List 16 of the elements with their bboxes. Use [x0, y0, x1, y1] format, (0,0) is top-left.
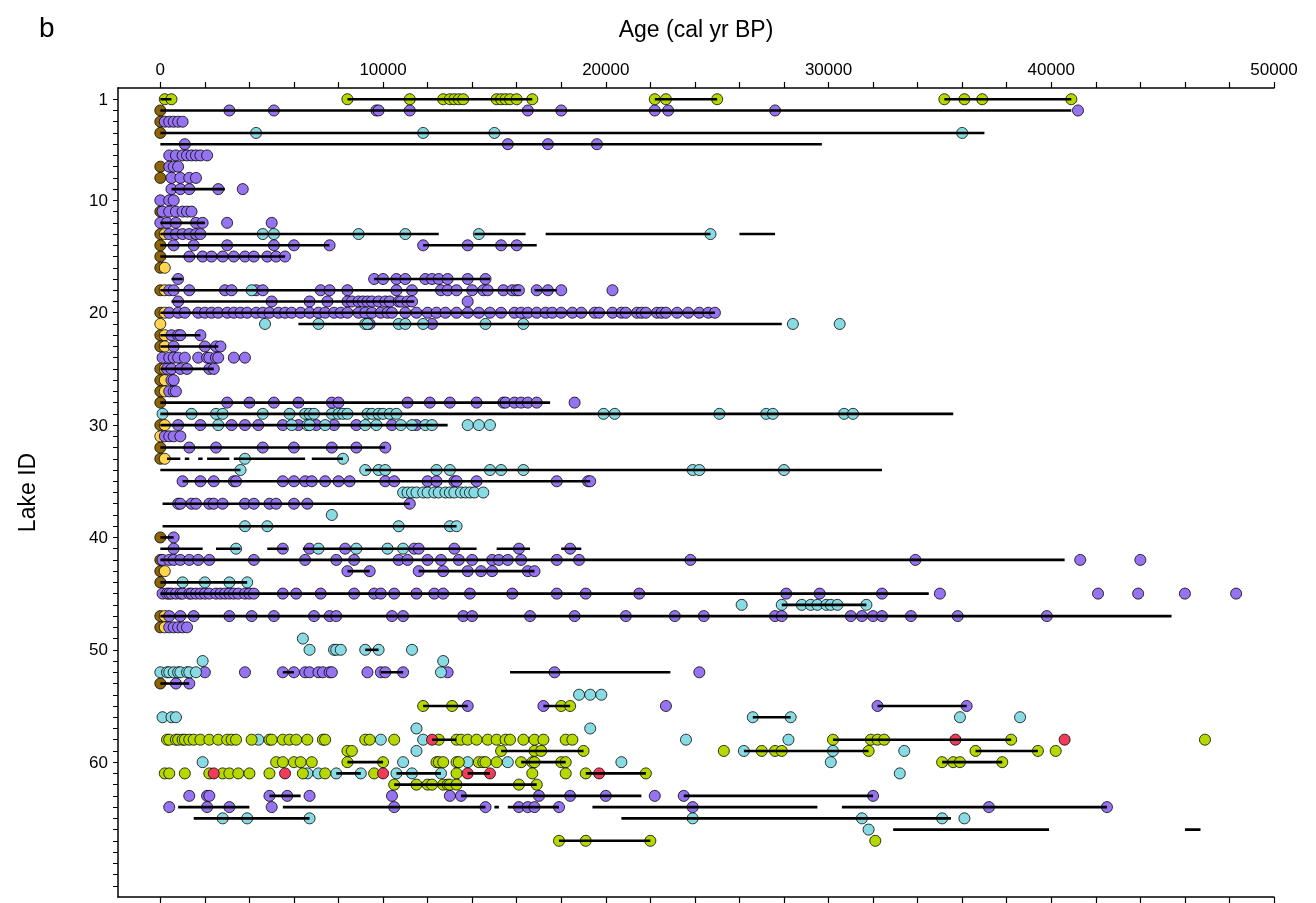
- x-tick-label: 30000: [804, 60, 853, 79]
- x-tick-label: 10000: [359, 60, 407, 79]
- y-tick-label: 10: [89, 190, 108, 210]
- y-tick-label: 40: [89, 527, 108, 547]
- x-tick-label: 50000: [1250, 60, 1298, 79]
- y-tick-label: 1: [98, 89, 108, 109]
- x-tick-label: 20000: [582, 60, 630, 79]
- chart-title: b: [39, 11, 55, 43]
- y-tick-label: 20: [89, 303, 108, 323]
- y-tick-label: 30: [89, 415, 108, 435]
- x-tick-label: 40000: [1027, 60, 1075, 79]
- y-axis-title: Lake ID: [13, 452, 40, 533]
- y-tick-label: 50: [89, 640, 108, 660]
- y-tick-label: 60: [89, 752, 108, 772]
- x-tick-label: 0: [155, 60, 166, 79]
- x-axis-title: Age (cal yr BP): [618, 15, 774, 42]
